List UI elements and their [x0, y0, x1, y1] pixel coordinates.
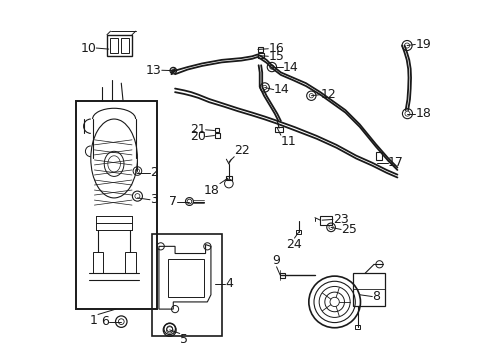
Bar — [320, 216, 332, 225]
Text: 10: 10 — [80, 41, 96, 54]
Text: 1: 1 — [90, 315, 98, 328]
Text: 4: 4 — [225, 278, 233, 291]
Text: 16: 16 — [269, 42, 284, 55]
Text: 25: 25 — [341, 223, 357, 236]
Text: 20: 20 — [190, 130, 205, 143]
Bar — [280, 273, 285, 278]
Text: 18: 18 — [416, 107, 431, 120]
Bar — [121, 38, 129, 53]
Bar — [258, 47, 263, 51]
Bar — [296, 230, 301, 234]
Text: 23: 23 — [333, 213, 348, 226]
Text: 18: 18 — [204, 184, 220, 197]
Bar — [215, 128, 219, 132]
Bar — [168, 259, 204, 297]
Text: 11: 11 — [281, 135, 296, 148]
Text: 14: 14 — [274, 83, 290, 96]
Text: 17: 17 — [388, 156, 404, 169]
Text: 2: 2 — [150, 166, 158, 179]
Bar — [353, 273, 385, 306]
Text: 24: 24 — [287, 238, 302, 251]
Text: 9: 9 — [272, 254, 280, 267]
Text: 15: 15 — [269, 50, 284, 63]
Text: 19: 19 — [416, 38, 431, 51]
Text: 12: 12 — [320, 88, 336, 101]
Text: 5: 5 — [180, 333, 188, 346]
Text: 3: 3 — [150, 193, 158, 206]
Text: 22: 22 — [234, 144, 250, 157]
Bar — [107, 35, 132, 56]
Bar — [215, 134, 220, 138]
Bar — [152, 234, 221, 336]
Bar — [355, 325, 361, 329]
Text: 14: 14 — [283, 60, 298, 73]
Bar — [226, 176, 232, 180]
Bar — [76, 101, 157, 309]
Bar — [125, 252, 136, 273]
Text: 6: 6 — [101, 315, 109, 328]
Text: 21: 21 — [190, 123, 205, 136]
Text: 8: 8 — [372, 290, 380, 303]
Bar — [376, 152, 382, 160]
Bar — [93, 252, 103, 273]
Bar — [275, 127, 283, 132]
Text: 7: 7 — [169, 195, 177, 208]
Bar — [258, 53, 265, 58]
Bar — [110, 38, 119, 53]
Text: 13: 13 — [146, 64, 162, 77]
